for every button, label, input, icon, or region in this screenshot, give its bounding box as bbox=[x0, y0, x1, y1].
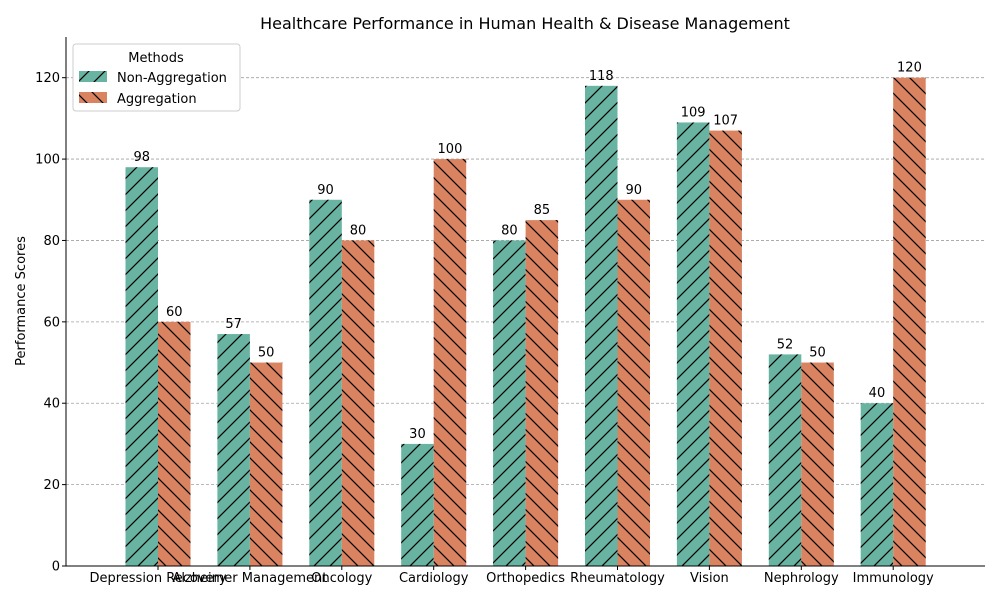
x-tick-label-immunology: Immunology bbox=[853, 571, 934, 586]
bar-aggregation-immunology-hatch bbox=[893, 77, 926, 566]
data-label-aggregation-orthopedics: 85 bbox=[534, 203, 551, 218]
bar-aggregation-alzheimer-management-hatch bbox=[249, 362, 283, 566]
bar-non-aggregation-nephrology bbox=[768, 354, 802, 566]
bar-non-aggregation-rheumatology-hatch bbox=[585, 85, 618, 566]
bar-aggregation-cardiology-hatch bbox=[433, 159, 467, 567]
data-label-aggregation-nephrology: 50 bbox=[809, 346, 826, 361]
data-label-non-aggregation-cardiology: 30 bbox=[409, 427, 426, 442]
x-tick-label-alzheimer-management: Alzheimer Management bbox=[172, 571, 327, 586]
data-label-non-aggregation-orthopedics: 80 bbox=[501, 223, 518, 238]
bar-aggregation-orthopedics bbox=[525, 220, 559, 566]
legend-label-non-aggregation: Non-Aggregation bbox=[117, 71, 227, 86]
bar-aggregation-oncology-hatch bbox=[341, 240, 375, 566]
y-tick-label: 120 bbox=[35, 71, 60, 86]
data-label-non-aggregation-immunology: 40 bbox=[869, 386, 886, 401]
bar-aggregation-nephrology bbox=[801, 362, 834, 566]
bar-aggregation-vision bbox=[709, 130, 742, 567]
bar-aggregation-depression-recovery bbox=[158, 321, 191, 566]
data-label-aggregation-oncology: 80 bbox=[350, 223, 367, 238]
y-tick-label: 20 bbox=[43, 478, 60, 493]
chart-title: Healthcare Performance in Human Health &… bbox=[260, 14, 790, 33]
bar-aggregation-alzheimer-management bbox=[249, 362, 283, 566]
bar-non-aggregation-immunology bbox=[860, 403, 894, 566]
x-tick-label-depression-recovery: Depression Recovery bbox=[89, 571, 226, 586]
bar-non-aggregation-depression-recovery bbox=[125, 167, 158, 566]
bar-non-aggregation-alzheimer-management bbox=[217, 334, 250, 566]
data-label-non-aggregation-nephrology: 52 bbox=[777, 337, 794, 352]
data-label-non-aggregation-depression-recovery: 98 bbox=[133, 150, 150, 165]
bar-aggregation-immunology bbox=[893, 77, 926, 566]
bar-non-aggregation-vision-hatch bbox=[676, 122, 710, 566]
bar-non-aggregation-nephrology-hatch bbox=[768, 354, 802, 566]
bar-non-aggregation-alzheimer-management-hatch bbox=[217, 334, 250, 566]
bar-non-aggregation-vision bbox=[676, 122, 710, 566]
y-axis-label: Performance Scores bbox=[14, 236, 29, 366]
x-tick-label-vision: Vision bbox=[690, 571, 729, 586]
data-label-aggregation-depression-recovery: 60 bbox=[166, 305, 183, 320]
bars bbox=[125, 77, 926, 567]
bar-aggregation-oncology bbox=[341, 240, 375, 566]
y-tick-label: 0 bbox=[52, 560, 60, 575]
bar-non-aggregation-orthopedics bbox=[493, 240, 526, 566]
y-tick-label: 100 bbox=[35, 153, 60, 168]
legend: Methods Non-Aggregation Aggregation bbox=[72, 43, 241, 112]
bar-non-aggregation-oncology-hatch bbox=[309, 199, 342, 566]
y-tick-label: 60 bbox=[43, 315, 60, 330]
bar-aggregation-rheumatology-hatch bbox=[617, 199, 650, 566]
data-label-aggregation-vision: 107 bbox=[713, 114, 738, 129]
legend-label-aggregation: Aggregation bbox=[117, 92, 197, 107]
x-tick-label-orthopedics: Orthopedics bbox=[486, 571, 565, 586]
bar-non-aggregation-rheumatology bbox=[585, 85, 618, 566]
data-label-aggregation-rheumatology: 90 bbox=[625, 183, 642, 198]
bar-aggregation-rheumatology bbox=[617, 199, 650, 566]
data-label-non-aggregation-alzheimer-management: 57 bbox=[225, 317, 242, 332]
data-label-aggregation-immunology: 120 bbox=[897, 61, 922, 76]
bar-aggregation-depression-recovery-hatch bbox=[158, 321, 191, 566]
bar-aggregation-orthopedics-hatch bbox=[525, 220, 559, 566]
data-label-non-aggregation-rheumatology: 118 bbox=[589, 69, 614, 84]
data-label-non-aggregation-oncology: 90 bbox=[317, 183, 334, 198]
x-tick-label-cardiology: Cardiology bbox=[399, 571, 469, 586]
x-tick-label-oncology: Oncology bbox=[311, 571, 372, 586]
bar-aggregation-cardiology bbox=[433, 159, 467, 567]
bar-non-aggregation-immunology-hatch bbox=[860, 403, 894, 566]
y-tick-label: 80 bbox=[43, 234, 60, 249]
bar-non-aggregation-cardiology-hatch bbox=[401, 443, 434, 566]
bar-aggregation-vision-hatch bbox=[709, 130, 742, 567]
data-label-non-aggregation-vision: 109 bbox=[681, 105, 706, 120]
bar-non-aggregation-cardiology bbox=[401, 443, 434, 566]
legend-title: Methods bbox=[128, 51, 184, 66]
data-label-aggregation-cardiology: 100 bbox=[438, 142, 463, 157]
y-axis-ticks: 0 20 40 60 80 100 120 bbox=[35, 71, 66, 575]
bar-non-aggregation-depression-recovery-hatch bbox=[125, 167, 158, 566]
data-label-aggregation-alzheimer-management: 50 bbox=[258, 346, 275, 361]
bar-aggregation-nephrology-hatch bbox=[801, 362, 834, 566]
data-labels: 98 60 57 50 90 80 30 100 80 85 118 90 109 107 52 50 40 12… bbox=[133, 61, 921, 442]
legend-swatch-hatch-non-aggregation bbox=[79, 71, 107, 82]
x-tick-label-nephrology: Nephrology bbox=[764, 571, 839, 586]
legend-swatch-hatch-aggregation bbox=[79, 92, 107, 103]
bar-non-aggregation-orthopedics-hatch bbox=[493, 240, 526, 566]
legend-box bbox=[72, 43, 241, 112]
bar-non-aggregation-oncology bbox=[309, 199, 342, 566]
y-tick-label: 40 bbox=[43, 397, 60, 412]
x-tick-label-rheumatology: Rheumatology bbox=[570, 571, 665, 586]
